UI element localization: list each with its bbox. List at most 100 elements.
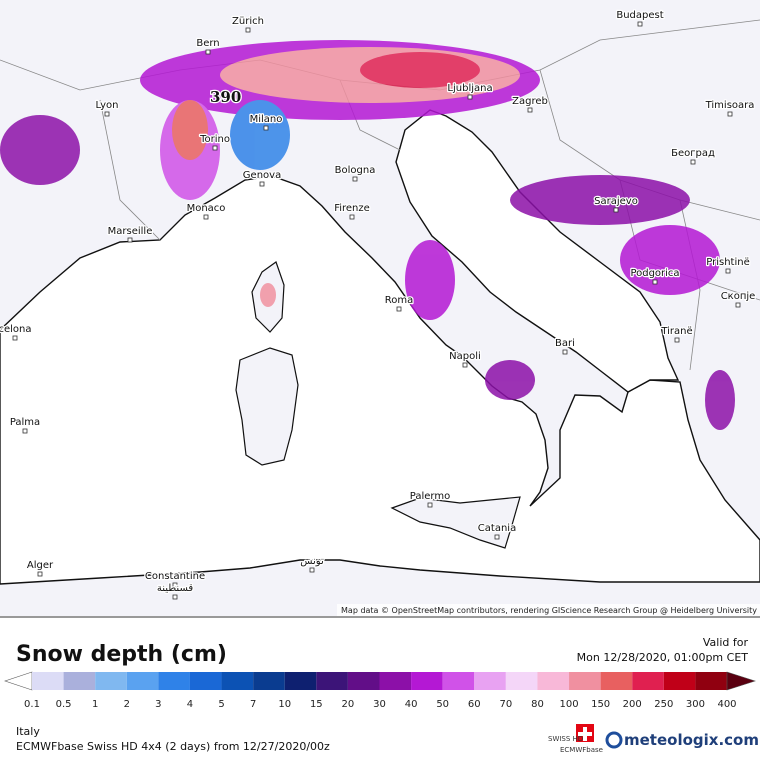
brand-logo [605,731,623,749]
city-dot [637,21,643,27]
legend-swatch [695,672,727,690]
city-dot [349,214,355,220]
city-label: Bern [196,38,219,49]
legend-swatch [411,672,443,690]
city-dot [725,268,731,274]
legend-swatch [537,672,570,690]
legend-label: 10 [278,699,291,710]
valid-label: Valid for [703,636,749,649]
legend-label: 1 [92,699,98,710]
city-label: Firenze [334,203,370,214]
model: ECMWFbase Swiss HD 4x4 (2 days) from 12/… [16,740,330,753]
city-dot [245,27,251,33]
legend-swatch [189,672,222,690]
city-dot [172,594,178,600]
snow-area [360,52,480,88]
snow-area [405,240,455,320]
legend-swatch [63,672,96,690]
city-dot [352,176,358,182]
legend-label: 60 [468,699,481,710]
legend-under [4,671,33,691]
city-label: Milano [250,114,283,125]
city-label: Constantine [145,571,205,582]
city-dot [613,207,619,213]
city-dot [104,111,110,117]
city-label: Ljubljana [447,83,492,94]
legend: 0.1 0.5 1 2 3 4 5 7 10 15 20 30 40 50 60 70 80 100 150 200 2… [4,671,756,710]
city-label: Catania [478,523,516,534]
ecmwf-badge: ECMWFbase [560,746,603,754]
legend-label: 70 [499,699,512,710]
valid-time: Mon 12/28/2020, 01:00pm CET [577,651,749,664]
legend-swatch [32,672,64,690]
snow-area [705,370,735,430]
city-dot [562,349,568,355]
city-dot [674,337,680,343]
city-label: Sarajevo [594,196,638,207]
city-label: Genova [243,170,281,181]
city-label: celona [0,324,32,335]
legend-label: 20 [342,699,355,710]
legend-swatch [284,672,317,690]
swiss-badge: SWISS HD [548,735,583,743]
region: Italy [16,725,40,738]
city-dot [127,237,133,243]
legend-swatch [253,672,285,690]
city-dot [652,279,658,285]
legend-swatch [379,672,412,690]
legend-label: 100 [559,699,578,710]
city-label: Alger [27,560,54,571]
max-label: 390 [210,88,241,106]
sardinia [235,347,299,466]
adriatic-sea [395,109,680,393]
snow-area [230,100,290,170]
city-label: Palma [10,417,40,428]
city-label: Marseille [108,226,153,237]
legend-label: 5 [218,699,224,710]
city-label: Zagreb [512,96,548,107]
legend-over [726,671,756,691]
city-label: Monaco [187,203,226,214]
city-dot [462,362,468,368]
city-dot [212,145,218,151]
city-label: Bari [555,338,575,349]
city-label: Скопје [721,290,756,302]
city-dot [172,582,178,588]
legend-swatch [95,672,127,690]
city-label: Prishtinë [706,257,749,268]
legend-label: 300 [686,699,705,710]
snow-area [0,115,80,185]
attribution: Map data © OpenStreetMap contributors, r… [341,606,757,615]
legend-label: 250 [654,699,673,710]
city-dot [494,534,500,540]
city-label: Београд [671,148,715,159]
legend-label: 0.5 [56,699,72,710]
legend-swatch [158,672,190,690]
legend-label: 3 [155,699,161,710]
snow-cover [0,40,735,430]
snow-area [620,225,720,295]
city-label: Timisoara [705,100,755,111]
legend-swatch [316,672,348,690]
city-dot [427,502,433,508]
legend-label: 0.1 [24,699,40,710]
map: 390 Map data © OpenStreetMap contributor… [0,0,760,616]
sea [0,175,760,585]
snow-area [172,100,208,160]
city-label: قسنطينة [157,583,194,594]
city-label: Budapest [616,10,663,21]
legend-label: 15 [310,699,323,710]
city-label: Napoli [449,351,481,362]
legend-label: 50 [436,699,449,710]
city-label: تونس [300,556,324,567]
legend-swatch [474,672,506,690]
legend-label: 200 [623,699,642,710]
city-dot [205,49,211,55]
legend-swatch [632,672,664,690]
legend-label: 400 [717,699,736,710]
snow-area [260,283,276,307]
city-dot [37,571,43,577]
city-dot [203,214,209,220]
legend-swatch [442,672,475,690]
